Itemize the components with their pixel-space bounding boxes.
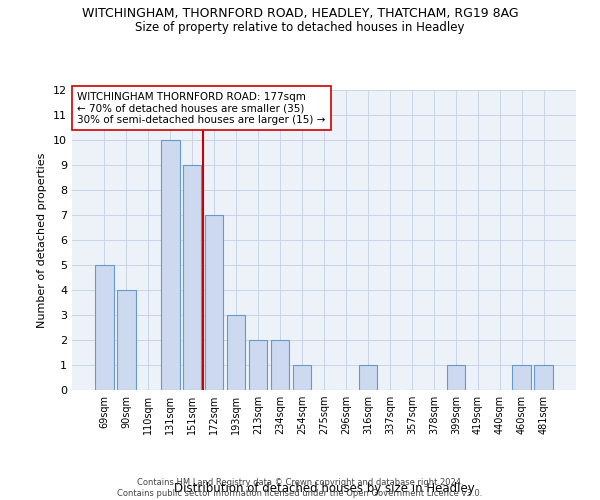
Bar	[161, 140, 179, 390]
Text: Distribution of detached houses by size in Headley: Distribution of detached houses by size …	[173, 482, 475, 495]
Text: Size of property relative to detached houses in Headley: Size of property relative to detached ho…	[135, 21, 465, 34]
Bar	[512, 365, 531, 390]
Bar	[293, 365, 311, 390]
Text: WITCHINGHAM, THORNFORD ROAD, HEADLEY, THATCHAM, RG19 8AG: WITCHINGHAM, THORNFORD ROAD, HEADLEY, TH…	[82, 8, 518, 20]
Bar	[271, 340, 289, 390]
Bar	[446, 365, 465, 390]
Text: Contains HM Land Registry data © Crown copyright and database right 2024.
Contai: Contains HM Land Registry data © Crown c…	[118, 478, 482, 498]
Bar	[249, 340, 268, 390]
Bar	[205, 215, 223, 390]
Bar	[95, 265, 113, 390]
Text: WITCHINGHAM THORNFORD ROAD: 177sqm
← 70% of detached houses are smaller (35)
30%: WITCHINGHAM THORNFORD ROAD: 177sqm ← 70%…	[77, 92, 325, 124]
Bar	[535, 365, 553, 390]
Y-axis label: Number of detached properties: Number of detached properties	[37, 152, 47, 328]
Bar	[359, 365, 377, 390]
Bar	[117, 290, 136, 390]
Bar	[227, 315, 245, 390]
Bar	[183, 165, 202, 390]
